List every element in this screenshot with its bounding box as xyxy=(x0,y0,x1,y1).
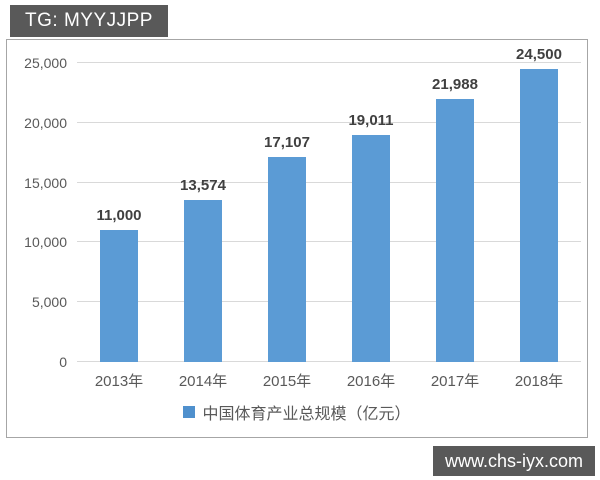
legend-marker-icon xyxy=(183,406,196,418)
x-tick-label: 2017年 xyxy=(430,373,480,390)
bar xyxy=(268,157,306,362)
gridline xyxy=(77,181,581,183)
x-tick-label: 2014年 xyxy=(178,373,228,390)
x-tick-label: 2016年 xyxy=(346,373,396,390)
bar-slot: 11,000 xyxy=(77,63,161,362)
x-tick-label: 2018年 xyxy=(514,373,564,390)
bar xyxy=(184,199,222,362)
bar-value-label: 13,574 xyxy=(180,176,226,194)
gridline xyxy=(77,361,581,362)
y-tick-label: 10,000 xyxy=(24,234,67,251)
gridline xyxy=(77,301,581,303)
legend-label: 中国体育产业总规模（亿元） xyxy=(202,406,411,423)
watermark: www.chs-iyx.com xyxy=(432,446,595,476)
bar xyxy=(436,99,474,362)
bar-value-label: 17,107 xyxy=(264,134,310,152)
bar-slot: 24,500 xyxy=(497,46,581,362)
bar-value-label: 24,500 xyxy=(516,45,562,63)
legend: 中国体育产业总规模（亿元） xyxy=(7,401,587,423)
bar-slot: 13,574 xyxy=(161,63,245,362)
y-tick-label: 25,000 xyxy=(24,55,67,71)
bar-value-label: 19,011 xyxy=(348,111,394,129)
gridline xyxy=(77,121,581,123)
y-tick-label: 15,000 xyxy=(24,174,67,191)
bar-slot: 17,107 xyxy=(245,63,329,362)
bar-value-label: 21,988 xyxy=(432,76,478,94)
bar xyxy=(352,134,390,362)
tag-badge: TG: MYYJJPP xyxy=(10,5,168,37)
bar-value-label: 11,000 xyxy=(96,207,142,225)
x-axis: 2013年 2014年 2015年 2016年 2017年 2018年 xyxy=(77,370,581,391)
chart-panel: 11,000 13,574 17,107 19,011 21,988 24,500 0 5,… xyxy=(6,39,588,438)
x-tick-label: 2013年 xyxy=(94,373,144,390)
bar-slot: 21,988 xyxy=(413,63,497,362)
y-tick-label: 0 xyxy=(59,354,67,370)
x-tick-label: 2015年 xyxy=(262,373,312,390)
bar-slot: 19,011 xyxy=(329,63,413,362)
y-tick-label: 5,000 xyxy=(31,294,67,311)
bar xyxy=(520,68,558,362)
gridline xyxy=(77,62,581,63)
gridline xyxy=(77,241,581,243)
bar xyxy=(100,230,138,362)
y-axis: 0 5,000 10,000 15,000 20,000 25,000 xyxy=(11,55,71,370)
y-tick-label: 20,000 xyxy=(24,114,67,131)
plot-area: 11,000 13,574 17,107 19,011 21,988 24,500 xyxy=(77,46,581,362)
